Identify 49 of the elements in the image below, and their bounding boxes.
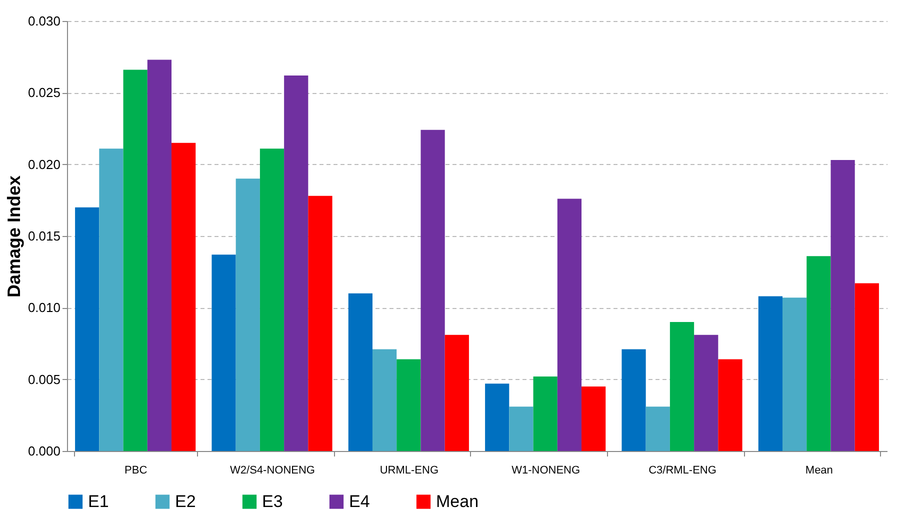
bar [236,178,260,451]
x-tick-label: URML-ENG [380,464,439,476]
y-tick-label: 0.000 [28,444,60,458]
bar [694,334,718,451]
bar [854,283,879,451]
bar [670,322,694,451]
bar [260,148,284,451]
bar [99,148,124,451]
bar [718,359,742,451]
legend-label: E2 [175,492,196,511]
bar [622,349,646,451]
bar [372,349,397,451]
legend-label: E1 [88,492,109,511]
bar [396,359,421,451]
bar [830,160,855,451]
bar [533,376,558,451]
bar [444,334,469,451]
y-tick-label: 0.005 [28,372,60,387]
bar [284,75,308,451]
legend-label: E4 [349,492,370,511]
bar [172,142,196,451]
bar [806,256,831,451]
y-tick-label: 0.010 [28,300,60,316]
y-tick-label: 0.020 [28,156,60,172]
y-tick-label: 0.030 [28,14,60,28]
bar [758,296,782,451]
bar [509,406,534,451]
bar [123,70,148,451]
bar [485,384,510,451]
y-axis-title: Damage Index [4,175,24,298]
x-tick-label: Mean [805,464,833,476]
bar [75,207,100,451]
x-tick-label: W1-NONENG [512,464,580,476]
bar [582,386,606,451]
bar [782,298,807,451]
x-tick-label: PBC [124,464,148,476]
bar [147,60,172,451]
legend-label: E3 [262,492,283,511]
y-tick-label: 0.025 [28,85,60,100]
legend-label: Mean [436,492,479,511]
bar [646,406,670,451]
bar [212,254,236,451]
bar [308,196,332,451]
y-tick-label: 0.015 [28,228,60,244]
bar [557,198,582,451]
x-tick-label: W2/S4-NONENG [230,464,315,476]
bar [420,130,445,451]
bar [348,293,372,451]
x-tick-label: C3/RML-ENG [648,464,716,476]
